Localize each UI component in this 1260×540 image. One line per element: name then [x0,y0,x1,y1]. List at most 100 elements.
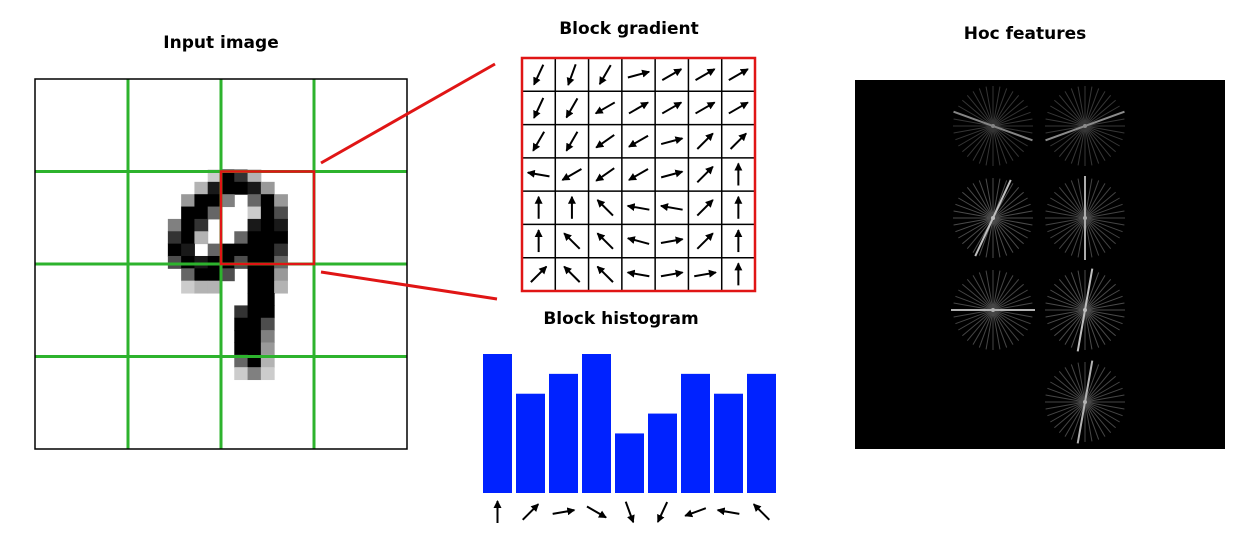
gradient-arrow [696,232,714,250]
digit-pixel [207,255,222,269]
gradient-grid-border [520,56,757,293]
gradient-arrow [595,134,615,149]
gradient-arrow [729,132,747,150]
histogram-direction-arrow [656,501,669,523]
digit-pixel [221,268,235,282]
digit-pixel [194,255,209,269]
block-gradient-panel [520,56,757,293]
digit-pixel [260,206,275,220]
digit-pixel [247,305,262,319]
gradient-arrow [565,97,579,119]
digit-pixel [194,231,209,245]
histogram-direction-arrow [684,507,707,518]
digit-pixel [247,317,262,331]
digit-pixel [207,280,222,294]
digit-pixel [181,206,195,220]
gradient-arrow [596,265,614,283]
highlighted-block [219,170,316,266]
gradient-arrow [628,168,649,181]
digit-pixel [181,255,195,269]
digit-pixel [274,231,288,245]
digit-pixel [207,268,222,282]
digit-pixel [247,206,262,220]
gradient-arrow [533,64,545,86]
digit-pixel [167,243,182,257]
hoc-center-dot [991,124,995,128]
digit-pixel [234,330,249,343]
digit-pixel [221,243,235,257]
connector-line-bottom [320,270,498,301]
digit-pixel [274,206,288,220]
digit-pixel [194,268,209,282]
digit-pixel [260,293,275,306]
digit-pixel [234,231,249,245]
digit-pixel [234,367,249,381]
digit-pixel [274,280,288,294]
gradient-arrow [596,199,614,217]
digit-pixel [221,255,235,269]
gradient-arrow [626,203,650,212]
gradient-arrow [533,97,545,119]
digit-pixel [207,206,222,220]
histogram-direction-arrow [624,501,635,524]
gradient-arrow [594,101,616,115]
hoc-glyph [953,178,1033,258]
histogram-bar [714,393,743,493]
digit-pixel [194,280,209,294]
gradient-arrow [563,232,581,250]
digit-pixel [260,231,275,245]
digit-pixel [247,194,262,208]
digit-pixel [181,231,195,245]
digit-pixel [247,354,262,368]
digit-pixel [247,293,262,306]
hoc-center-dot [1083,124,1087,128]
digit-pixel [260,255,275,269]
histogram-direction-arrow [753,503,770,521]
hoc-glyph [1045,268,1125,352]
histogram-bar [681,373,710,493]
block-connectors [320,62,498,301]
input-image-title: Input image [163,33,279,53]
gradient-arrow [695,101,716,115]
digit-pixel [260,367,275,381]
connector-line-top [320,62,496,165]
digit-pixel [234,243,249,257]
digit-pixel [260,218,275,232]
hoc-glyph [951,270,1035,350]
histogram-direction-arrow [716,507,740,516]
hoc-center-dot [1083,308,1087,312]
gradient-arrow [660,269,684,278]
gradient-arrow [661,101,683,115]
digit-pixel [207,181,222,195]
digit-pixel [234,317,249,331]
hoc-features-panel [855,80,1225,449]
input-image-border [34,78,408,450]
digit-pixel [247,181,262,195]
hoc-center-dot [1083,216,1087,220]
digit-pixel [260,305,275,319]
gradient-arrow [628,134,649,148]
hoc-center-dot [991,308,995,312]
digit-pixel [247,367,262,381]
digit-pixel [260,181,275,195]
digit-pixel [247,255,262,269]
gradient-arrow [566,63,577,86]
histogram-direction-arrow [522,503,539,521]
digit-pixel [260,317,275,331]
gradient-arrow [696,132,714,150]
digit-pixel [274,268,288,282]
digit-pixel [260,342,275,356]
digit-pixel [194,181,209,195]
histogram-bar [648,413,677,493]
digit-pixel [260,268,275,282]
digit-pixel [207,243,222,257]
digit-pixel [181,280,195,294]
digit-pixel [207,194,222,208]
gradient-arrow [532,131,546,152]
gradient-arrow [595,167,615,182]
gradient-arrow [661,68,683,82]
digit-pixel [260,354,275,368]
gradient-arrow [728,68,749,82]
gradient-arrow [596,232,614,250]
histogram-bar [615,433,644,493]
